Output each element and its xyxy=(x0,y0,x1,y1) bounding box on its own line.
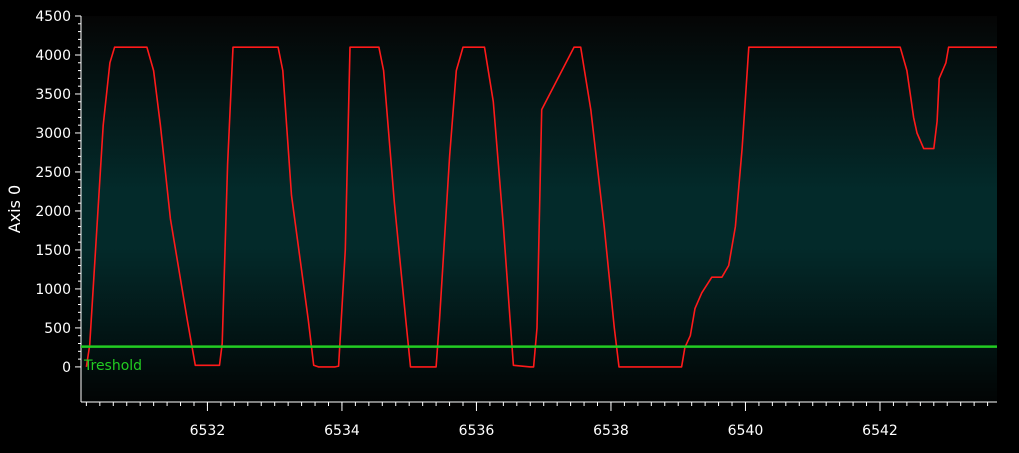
y-tick-label: 2000 xyxy=(35,204,71,220)
y-tick-label: 3500 xyxy=(35,87,71,103)
y-tick-label: 4000 xyxy=(35,48,71,64)
x-tick-label: 6536 xyxy=(459,423,495,439)
x-tick-label: 6534 xyxy=(324,423,360,439)
y-tick-label: 1500 xyxy=(35,243,71,259)
y-axis-label: Axis 0 xyxy=(5,185,24,233)
x-axis: 6532 6534 6536 6538 6540 6542 xyxy=(81,401,997,439)
y-tick-label: 2500 xyxy=(35,165,71,181)
y-tick-label: 1000 xyxy=(35,282,71,298)
y-tick-label: 500 xyxy=(44,321,71,337)
x-tick-label: 6540 xyxy=(728,423,764,439)
signal-line xyxy=(85,46,997,368)
y-tick-label: 4500 xyxy=(35,9,71,25)
y-tick-label: 0 xyxy=(62,360,71,376)
threshold-annotation: Treshold xyxy=(83,358,142,374)
x-tick-label: 6532 xyxy=(190,423,226,439)
series-layer xyxy=(81,46,997,368)
x-tick-label: 6538 xyxy=(593,423,629,439)
y-tick-label: 3000 xyxy=(35,126,71,142)
x-tick-label: 6542 xyxy=(862,423,898,439)
y-axis: 0 500 1000 1500 2000 2500 3000 3500 4000 4500 xyxy=(35,9,82,402)
